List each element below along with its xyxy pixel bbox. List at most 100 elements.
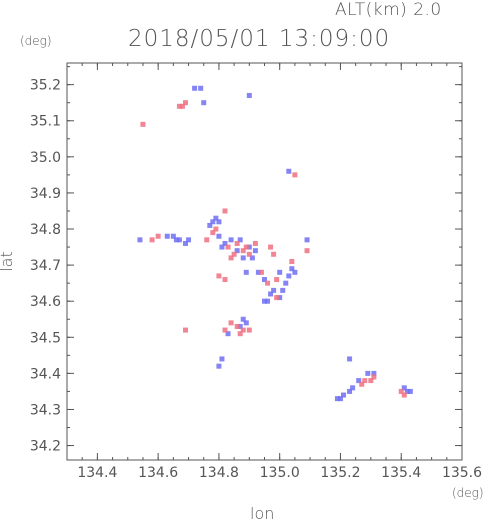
data-point: [234, 248, 240, 254]
data-point: [286, 168, 292, 174]
data-point: [362, 378, 368, 384]
x-tick-label: 134.6: [138, 465, 178, 481]
data-point: [219, 356, 225, 362]
data-point: [356, 378, 362, 384]
data-point: [350, 385, 356, 391]
data-point: [265, 298, 271, 304]
data-point: [407, 388, 413, 394]
data-point: [216, 273, 222, 279]
data-point: [371, 374, 377, 380]
data-point: [176, 237, 182, 243]
data-point: [398, 388, 404, 394]
data-point: [268, 244, 274, 250]
data-point: [164, 233, 170, 239]
x-tick-label: 135.2: [320, 465, 360, 481]
data-point: [149, 237, 155, 243]
data-point: [262, 298, 267, 304]
data-point: [283, 280, 289, 286]
data-point: [173, 237, 179, 243]
data-point: [222, 240, 228, 246]
data-point: [292, 172, 298, 178]
data-point: [183, 240, 188, 246]
y-tick-label: 34.8: [30, 222, 61, 238]
x-tick-label: 134.8: [199, 465, 239, 481]
y-tick-label: 35.2: [30, 78, 61, 94]
data-point: [240, 255, 246, 261]
data-point: [216, 219, 222, 225]
y-tick-label: 34.6: [30, 294, 61, 310]
data-point: [258, 269, 264, 275]
data-point: [371, 370, 377, 376]
data-point: [234, 323, 240, 329]
data-point: [337, 396, 343, 402]
data-point: [268, 291, 274, 297]
data-point: [277, 295, 283, 301]
data-point: [243, 320, 249, 326]
data-point: [192, 85, 198, 91]
data-point: [289, 259, 295, 264]
data-point: [240, 316, 246, 322]
plot-frame: [66, 62, 463, 461]
data-point: [225, 331, 231, 337]
data-point: [228, 320, 234, 326]
x-tick-label: 135.4: [381, 465, 421, 481]
y-tick-label: 34.7: [30, 258, 61, 274]
y-tick-label: 34.4: [30, 366, 61, 382]
data-point: [183, 100, 188, 106]
y-tick-label: 34.5: [30, 330, 61, 346]
data-point: [228, 255, 234, 261]
data-point: [304, 248, 310, 254]
data-point: [289, 266, 295, 272]
data-point: [228, 237, 234, 243]
y-tick-label: 34.9: [30, 186, 61, 202]
data-point: [347, 356, 353, 362]
data-point: [207, 222, 213, 228]
data-point: [210, 230, 216, 236]
data-point: [271, 287, 277, 293]
data-point: [265, 280, 271, 286]
data-point: [210, 219, 216, 225]
data-point: [179, 103, 185, 109]
x-axis-label: lon: [250, 504, 275, 523]
x-tick-label: 134.4: [77, 465, 117, 481]
data-point: [240, 327, 246, 333]
x-tick-label: 135.0: [260, 465, 300, 481]
data-point: [246, 251, 252, 257]
data-point: [222, 208, 228, 214]
data-point: [237, 331, 243, 337]
data-point: [201, 100, 207, 106]
data-point: [176, 103, 182, 109]
data-point: [401, 392, 407, 398]
data-point: [274, 295, 280, 301]
altitude-label: ALT(km) 2.0: [335, 0, 442, 20]
data-point: [359, 381, 365, 387]
data-point: [216, 233, 222, 239]
data-point: [341, 392, 346, 398]
data-point: [216, 363, 222, 369]
data-point: [140, 121, 146, 127]
data-point: [204, 237, 210, 243]
data-point: [222, 277, 228, 283]
data-point: [277, 269, 283, 275]
data-point: [286, 273, 292, 279]
y-unit-label: (deg): [20, 34, 52, 48]
data-point: [237, 237, 243, 243]
data-point: [137, 237, 143, 243]
data-point: [243, 244, 249, 250]
data-point: [213, 226, 219, 232]
y-tick-label: 35.1: [30, 114, 61, 130]
data-point: [274, 277, 280, 283]
data-point: [170, 233, 176, 239]
data-point: [255, 269, 261, 275]
data-point: [231, 251, 237, 257]
data-point: [271, 251, 277, 257]
data-point: [292, 269, 298, 275]
data-point: [240, 248, 246, 254]
data-point: [186, 237, 192, 243]
data-point: [246, 244, 252, 250]
data-point: [404, 388, 410, 394]
data-point: [246, 92, 252, 98]
y-tick-label: 34.3: [30, 402, 61, 418]
data-point: [225, 244, 231, 250]
